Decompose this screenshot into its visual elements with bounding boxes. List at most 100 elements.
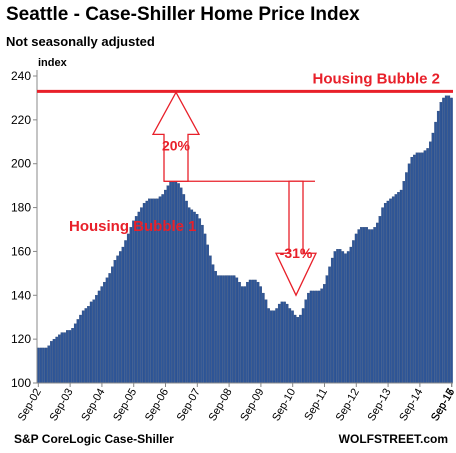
bar [415, 152, 419, 384]
bar [132, 220, 135, 384]
bar [121, 246, 125, 384]
bar [381, 207, 384, 384]
bar [60, 332, 64, 384]
bar [166, 185, 170, 384]
bar [450, 97, 453, 384]
bar [235, 277, 239, 384]
y-axis-label: index [38, 57, 68, 69]
bar [52, 338, 56, 384]
x-tick-label: Sep-03 [48, 387, 76, 424]
bar [315, 290, 318, 384]
bar [428, 141, 432, 384]
bar [365, 227, 368, 384]
bar [288, 308, 292, 384]
bar [71, 328, 74, 384]
bar [436, 110, 440, 384]
x-tick-label: Sep-13 [366, 387, 394, 424]
x-tick-label: Sep-06 [143, 387, 171, 424]
bar [352, 240, 355, 384]
bar [76, 319, 80, 384]
bar [399, 189, 403, 384]
y-tick-label: 120 [11, 332, 31, 346]
bar [222, 275, 225, 384]
bubble-2-label: Housing Bubble 2 [313, 70, 441, 87]
bar [227, 275, 231, 384]
bar [177, 183, 180, 384]
bar [84, 308, 88, 384]
bar [198, 218, 202, 384]
bar [126, 233, 130, 384]
bar [296, 317, 300, 384]
chart-subtitle: Not seasonally adjusted [6, 34, 155, 49]
source-label: S&P CoreLogic Case-Shiller [14, 432, 174, 446]
bar [407, 163, 411, 384]
bar [195, 213, 199, 384]
bar [113, 260, 117, 384]
bar [134, 216, 138, 384]
bar [209, 255, 212, 384]
bar [217, 275, 220, 384]
bar [211, 264, 215, 384]
bar [97, 290, 101, 384]
bar [389, 198, 392, 384]
bar [333, 251, 337, 384]
label-minus-31pct: -31% [280, 245, 313, 261]
bar [240, 286, 244, 384]
bar [277, 303, 281, 384]
bar [264, 299, 268, 384]
y-tick-label: 140 [11, 288, 31, 302]
bar [338, 249, 342, 384]
bar [118, 251, 122, 384]
bar [439, 102, 443, 384]
bar [410, 156, 414, 384]
bar [174, 181, 178, 384]
bar [418, 152, 421, 384]
bar [304, 299, 308, 384]
bar [44, 347, 48, 384]
bar [246, 281, 249, 384]
bar [376, 222, 379, 384]
annotations: Housing Bubble 2 Housing Bubble 1 20% -31% [37, 70, 453, 297]
bar [283, 301, 286, 384]
bar [320, 288, 323, 384]
bar [354, 233, 358, 384]
bar [171, 181, 175, 384]
x-tick-label: Sep-04 [79, 387, 107, 424]
bar [73, 323, 77, 384]
bar [293, 314, 297, 384]
bar [336, 249, 339, 384]
bar [267, 308, 270, 384]
bar [47, 345, 50, 384]
y-tick-label: 180 [11, 201, 31, 215]
x-tick-label: Sep-11 [302, 387, 330, 423]
bar [391, 196, 395, 384]
bar [413, 154, 416, 384]
x-tick-label: Sep-08 [207, 387, 235, 424]
bar [251, 279, 255, 384]
bar [103, 281, 106, 384]
y-axis-ticks: 100 120 140 160 180 200 220 240 [11, 69, 37, 390]
bar [262, 292, 265, 384]
bar-series [36, 95, 453, 384]
chart-title: Seattle - Case-Shiller Home Price Index [6, 4, 360, 25]
bar [129, 227, 133, 384]
bar [307, 292, 310, 384]
bar [39, 347, 43, 384]
bar [124, 240, 127, 384]
bar [405, 172, 408, 384]
bar [87, 306, 90, 384]
bar [394, 194, 398, 384]
bar [68, 330, 72, 384]
y-tick-label: 160 [11, 244, 31, 258]
bar [50, 341, 53, 384]
x-tick-label: Sep-17 [429, 387, 456, 424]
bar [357, 229, 361, 384]
bar [309, 290, 313, 384]
bar [402, 181, 406, 384]
bar [291, 310, 294, 384]
bar [312, 290, 315, 384]
bar [426, 148, 429, 384]
bubble-1-label: Housing Bubble 1 [69, 218, 197, 235]
bar [344, 253, 347, 384]
bar [256, 281, 260, 384]
